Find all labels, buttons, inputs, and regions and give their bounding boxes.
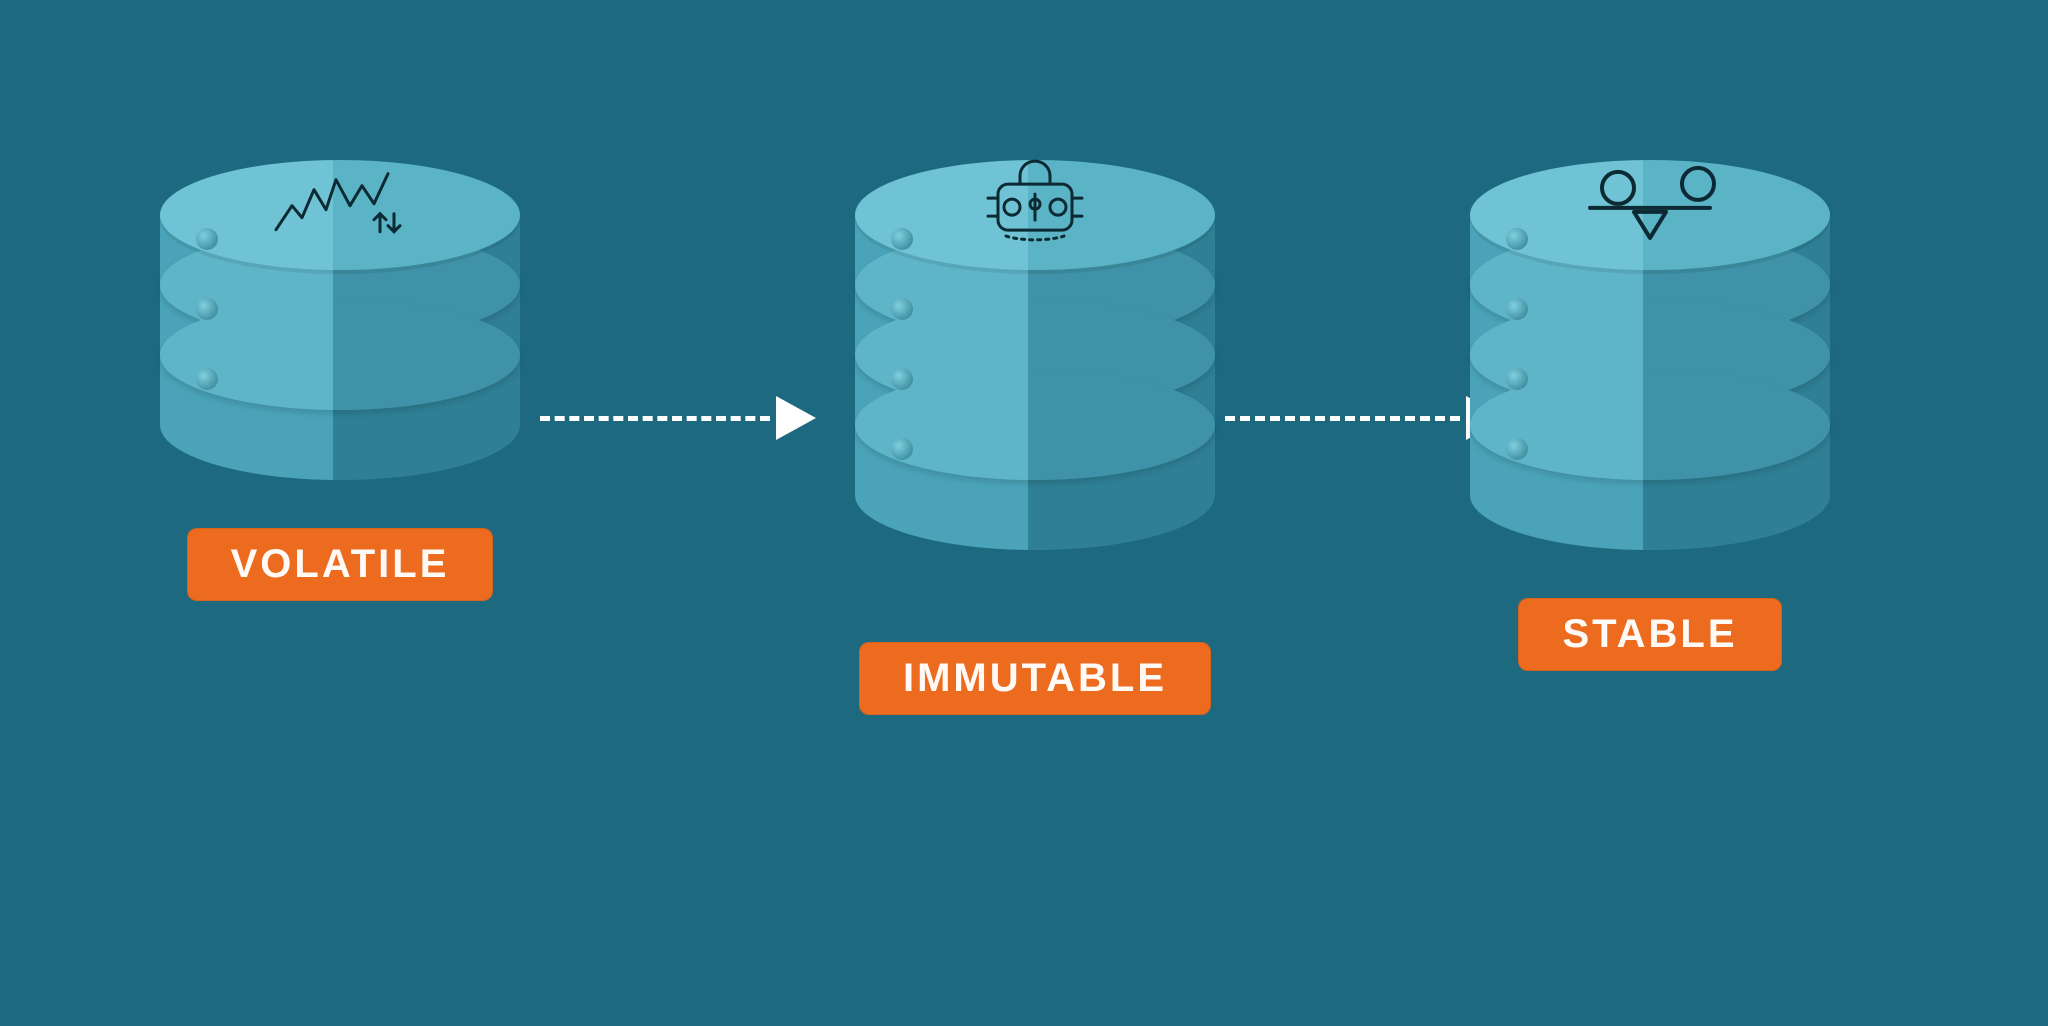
label-immutable: IMMUTABLE <box>859 642 1211 715</box>
diagram-stage: VOLATILE IMMUTABLE STABLE <box>0 0 2048 1026</box>
arrow-head-icon <box>776 396 816 440</box>
cylinder-bolt <box>891 368 913 390</box>
cylinder-bolt <box>196 298 218 320</box>
cylinder-bolt <box>1506 438 1528 460</box>
cylinder-bolt <box>196 368 218 390</box>
cylinder-bolt <box>1506 228 1528 250</box>
cylinder-stable <box>1470 160 1830 550</box>
cylinder-volatile <box>160 160 520 480</box>
column-stable: STABLE <box>1430 160 1870 671</box>
lock-chip-icon <box>960 154 1110 259</box>
balance-icon <box>1570 160 1730 255</box>
cylinder-immutable <box>855 160 1215 550</box>
column-immutable: IMMUTABLE <box>815 160 1255 715</box>
label-stable: STABLE <box>1518 598 1781 671</box>
column-volatile: VOLATILE <box>120 160 560 601</box>
cylinder-bolt <box>891 228 913 250</box>
balance-icon <box>1570 160 1730 250</box>
arrow-volatile-to-immutable <box>540 398 816 438</box>
cylinder-bolt <box>891 438 913 460</box>
cylinder-bolt <box>1506 368 1528 390</box>
cylinder-bolt <box>196 228 218 250</box>
arrow-line <box>1225 416 1460 421</box>
volatility-icon <box>270 166 410 246</box>
cylinder-bolt <box>891 298 913 320</box>
arrow-immutable-to-stable <box>1225 398 1506 438</box>
cylinder-bolt <box>1506 298 1528 320</box>
arrow-line <box>540 416 770 421</box>
label-volatile: VOLATILE <box>187 528 494 601</box>
volatility-icon <box>270 166 410 251</box>
lock-chip-icon <box>960 154 1110 254</box>
